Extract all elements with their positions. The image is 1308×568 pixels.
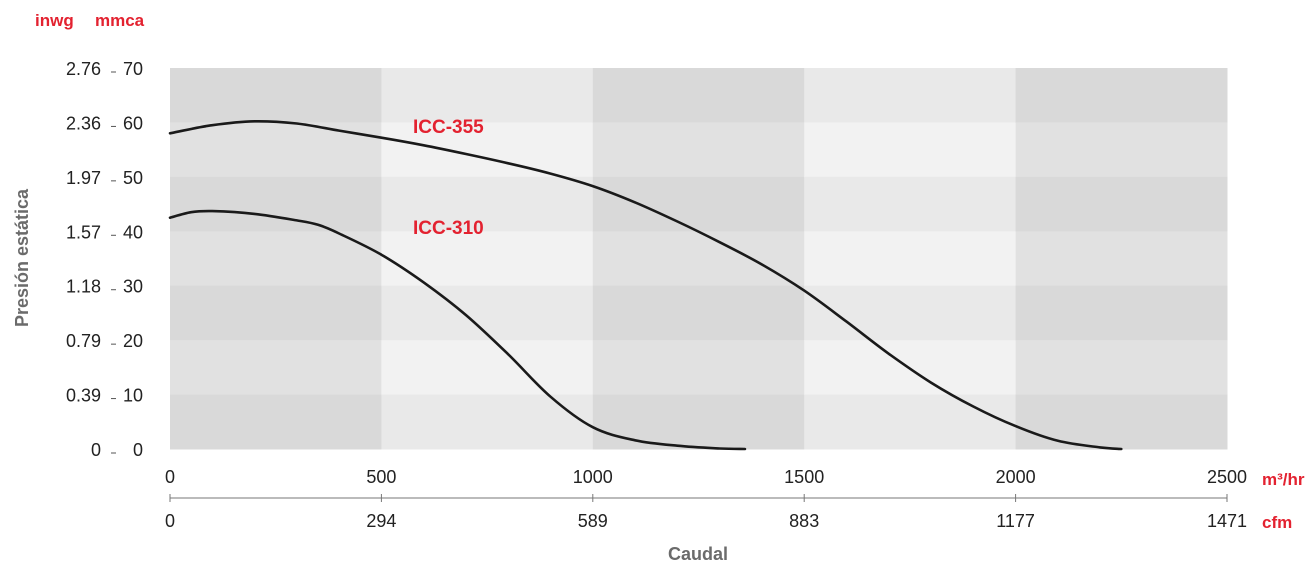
grid-cell <box>804 231 1017 287</box>
y-tick-label-mmca: 40 <box>123 222 143 242</box>
y-tick-label-mmca: 50 <box>123 168 143 188</box>
grid-cell <box>170 122 382 178</box>
x-tick-label-cfm: 589 <box>578 511 608 531</box>
grid-cell <box>170 231 382 287</box>
curve-layer <box>168 119 1123 451</box>
series-line-icc-355 <box>168 119 1123 451</box>
grid-cell <box>1015 68 1228 123</box>
grid-cell <box>804 176 1017 232</box>
y-tick-label-inwg: 0.39 <box>66 386 101 406</box>
grid-cell <box>804 394 1017 450</box>
grid-cell <box>1015 231 1228 287</box>
grid-cell <box>170 394 382 450</box>
x-tick-label-cfm: 1177 <box>996 511 1035 531</box>
x-unit-primary: m³/hr <box>1262 470 1305 489</box>
axis-layer: 0 0 10 0.39 20 0.79 30 1.18 40 1.57 50 1.97 60 2.36 70… <box>66 59 1247 531</box>
y-tick-label-mmca: 10 <box>123 386 143 406</box>
grid-cell <box>1015 285 1228 341</box>
series-line-icc-310 <box>168 209 747 451</box>
y-unit-left: inwg <box>35 11 74 30</box>
grid-cell <box>1015 176 1228 232</box>
y-tick-label-mmca: 20 <box>123 331 143 351</box>
grid-cell <box>381 231 594 287</box>
grid-cell <box>381 340 594 396</box>
y-unit-right: mmca <box>95 11 145 30</box>
grid-cell <box>592 176 805 232</box>
x-tick-label-cfm: 1471 <box>1207 511 1247 531</box>
grid-cell <box>592 285 805 341</box>
y-tick-label-inwg: 1.18 <box>66 277 101 297</box>
x-tick-label-cfm: 883 <box>789 511 819 531</box>
grid-cell <box>804 285 1017 341</box>
series-label-icc-310: ICC-310 <box>413 218 484 239</box>
x-tick-label-cfm: 294 <box>366 511 396 531</box>
y-tick-label-inwg: 2.76 <box>66 59 101 79</box>
y-axis-title: Presión estática <box>12 188 32 327</box>
x-tick-label-m3hr: 2500 <box>1207 467 1247 487</box>
plot-background <box>170 68 1228 450</box>
y-tick-label-mmca: 0 <box>133 440 143 460</box>
y-tick-label-inwg: 1.57 <box>66 222 101 242</box>
grid-cell <box>170 68 382 123</box>
x-axis-title: Caudal <box>668 544 728 564</box>
x-tick-label-cfm: 0 <box>165 511 175 531</box>
x-tick-label-m3hr: 1000 <box>573 467 613 487</box>
grid-cell <box>1015 394 1228 450</box>
grid-cell <box>804 68 1017 123</box>
y-tick-label-mmca: 70 <box>123 59 143 79</box>
y-tick-label-mmca: 30 <box>123 277 143 297</box>
series-label-icc-355: ICC-355 <box>413 117 484 138</box>
x-unit-secondary: cfm <box>1262 513 1292 532</box>
grid-cell <box>381 285 594 341</box>
grid-cell <box>804 122 1017 178</box>
grid-cell <box>1015 340 1228 396</box>
grid-cell <box>170 176 382 232</box>
y-tick-label-mmca: 60 <box>123 113 143 133</box>
grid-cell <box>592 231 805 287</box>
x-tick-label-m3hr: 2000 <box>996 467 1036 487</box>
y-tick-label-inwg: 1.97 <box>66 168 101 188</box>
grid-cell <box>381 394 594 450</box>
grid-cell <box>381 122 594 178</box>
grid-cell <box>381 176 594 232</box>
grid-cell <box>592 122 805 178</box>
y-tick-label-inwg: 0.79 <box>66 331 101 351</box>
x-tick-label-m3hr: 1500 <box>784 467 824 487</box>
grid-cell <box>592 68 805 123</box>
x-tick-label-m3hr: 0 <box>165 467 175 487</box>
x-tick-label-m3hr: 500 <box>366 467 396 487</box>
grid-cell <box>1015 122 1228 178</box>
grid-cell <box>592 340 805 396</box>
grid-cell <box>170 340 382 396</box>
grid-cell <box>170 285 382 341</box>
y-tick-label-inwg: 2.36 <box>66 113 101 133</box>
grid-cell <box>381 68 594 123</box>
grid-cell <box>592 394 805 450</box>
y-tick-label-inwg: 0 <box>91 440 101 460</box>
